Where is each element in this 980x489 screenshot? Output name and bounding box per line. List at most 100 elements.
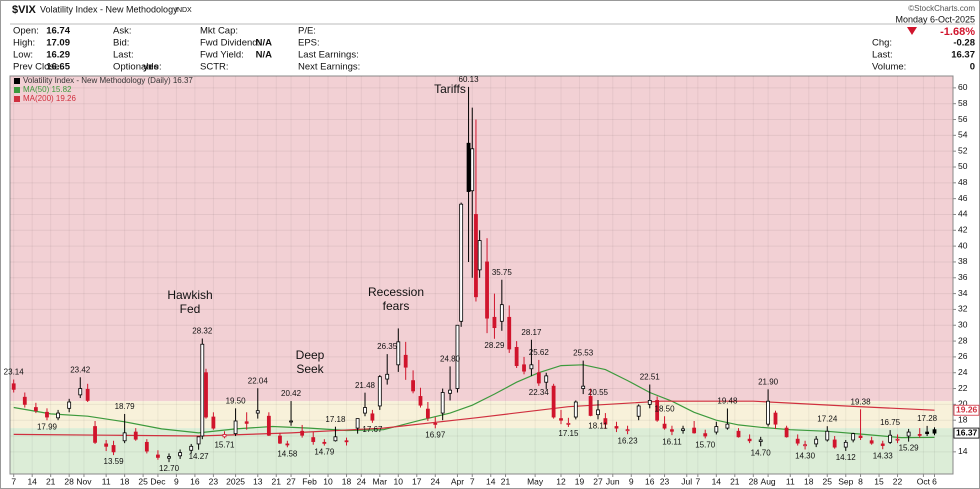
quote-label: High:	[13, 38, 35, 49]
axis-value-tag-label: 16.37	[956, 427, 978, 437]
y-tick-label: 14	[958, 446, 968, 456]
y-tick-label: 28	[958, 335, 968, 345]
legend-swatch	[14, 96, 20, 102]
price-annotation: 14.30	[795, 452, 816, 461]
quote-value: 16.74	[46, 26, 70, 37]
candle-body	[470, 148, 475, 192]
candle-body	[784, 427, 789, 438]
candle-body	[499, 304, 504, 322]
quote-value: 16.29	[46, 50, 70, 61]
candle-body	[104, 443, 109, 447]
price-annotation: 35.75	[492, 268, 513, 277]
plot-frame	[9, 75, 954, 475]
axis-value-tag	[953, 404, 980, 416]
quote-label: Fwd Yield:	[200, 50, 244, 61]
candle-body	[466, 142, 471, 192]
candle-body	[869, 440, 874, 444]
candle-body	[603, 418, 608, 425]
price-annotation: 12.70	[159, 464, 180, 473]
x-tick-label: 8	[858, 476, 863, 486]
price-annotation: 18.11	[588, 421, 608, 430]
candle-body	[925, 431, 930, 435]
quote-label: Prev Close:	[13, 62, 62, 73]
candle-body	[440, 392, 445, 414]
quote-label: Open:	[13, 26, 39, 37]
y-tick-label: 54	[958, 130, 968, 140]
event-label: Deep	[296, 348, 325, 362]
security-name: Volatility Index - New Methodology	[40, 4, 178, 14]
x-tick-label: Dec	[150, 476, 166, 486]
y-tick-label: 58	[958, 98, 968, 108]
quote-value: -0.28	[953, 38, 975, 49]
candle-body	[703, 433, 708, 437]
quote-label: Optionable:	[113, 62, 162, 73]
legend-last: 15.82	[51, 85, 72, 94]
x-tick-label: 7	[695, 476, 700, 486]
legend-entry: Volatility Index - New Methodology (Dail…	[23, 76, 193, 85]
price-annotation: 28.32	[192, 327, 213, 336]
candle-body	[355, 418, 360, 429]
x-tick-label: 25	[823, 476, 833, 486]
price-annotation: 18.50	[655, 404, 676, 413]
quote-value: 17.09	[46, 38, 70, 49]
price-annotation: 23.14	[4, 368, 25, 377]
candle-body	[425, 408, 430, 419]
x-tick-label: Mar	[372, 476, 387, 486]
x-tick-label: 2025	[226, 476, 245, 486]
price-annotation: 60.13	[459, 75, 480, 84]
x-tick-label: 24	[357, 476, 367, 486]
x-tick-label: 27	[593, 476, 603, 486]
x-tick-label: 19	[575, 476, 585, 486]
candle-body	[766, 400, 770, 425]
price-annotation: 16.75	[880, 418, 901, 427]
x-tick-label: 10	[394, 476, 404, 486]
price-annotation: 17.18	[325, 415, 346, 424]
price-annotation: 20.42	[281, 389, 302, 398]
candle-body	[747, 438, 752, 442]
y-tick-label: 38	[958, 256, 968, 266]
quote-label: Mkt Cap:	[200, 26, 238, 37]
candle-body	[858, 435, 863, 439]
candle-body	[22, 396, 27, 405]
candle-body	[573, 401, 578, 418]
candle-body	[551, 385, 556, 418]
candle-body	[803, 444, 807, 447]
x-tick-label: Jun	[606, 476, 620, 486]
legend-name: MA(200)	[23, 94, 54, 103]
price-annotation: 17.99	[37, 422, 58, 431]
price-annotation: 22.51	[640, 373, 661, 382]
y-tick-label: 46	[958, 193, 968, 203]
candle-body	[385, 373, 390, 380]
x-tick-label: 9	[174, 476, 179, 486]
candle-body	[581, 385, 586, 389]
quote-label: Ask:	[113, 26, 131, 37]
candle-body	[536, 372, 541, 384]
price-annotation: 18.79	[115, 402, 136, 411]
candle-body	[917, 434, 922, 436]
candle-body	[189, 445, 194, 451]
price-annotation: 19.38	[851, 397, 872, 406]
candle-body	[559, 418, 563, 421]
y-tick-label: 20	[958, 399, 968, 409]
x-tick-label: 18	[804, 476, 814, 486]
x-tick-label: 18	[342, 476, 352, 486]
candle-body	[78, 388, 83, 396]
price-annotation: 28.29	[484, 341, 505, 350]
quote-label: Fwd Dividend:	[200, 38, 260, 49]
y-tick-label: 40	[958, 240, 968, 250]
candle-body	[492, 316, 497, 329]
x-tick-label: 24	[431, 476, 441, 486]
candle-body	[736, 430, 741, 438]
candle-body	[529, 364, 534, 370]
event-label: Fed	[180, 302, 201, 316]
x-tick-label: 16	[645, 476, 655, 486]
x-tick-label: 14	[486, 476, 496, 486]
x-tick-label: 21	[46, 476, 56, 486]
candle-body	[596, 409, 600, 416]
price-annotation: 15.71	[214, 440, 235, 449]
candle-body	[204, 372, 208, 418]
candle-body	[655, 400, 660, 421]
candle-body	[289, 420, 293, 423]
x-tick-label: 14	[27, 476, 37, 486]
legend-last: 16.37	[173, 76, 194, 85]
